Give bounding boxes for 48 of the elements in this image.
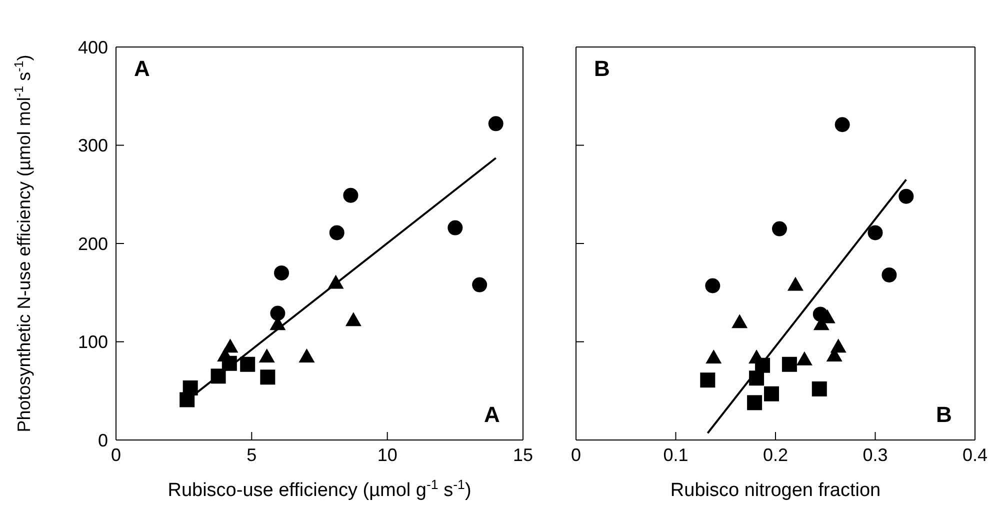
point	[298, 348, 315, 362]
point	[329, 225, 344, 240]
point	[812, 381, 827, 396]
y-tick-label: 300	[78, 136, 108, 156]
point	[705, 278, 720, 294]
point	[747, 395, 762, 410]
y-tick-label: 200	[78, 234, 108, 254]
point	[772, 221, 787, 236]
x-tick-label: 0	[110, 444, 122, 465]
point	[274, 265, 290, 280]
point	[796, 351, 812, 366]
point	[345, 312, 362, 326]
point	[782, 356, 797, 372]
x-tick-label: 0.3	[862, 444, 888, 465]
point	[787, 276, 804, 291]
x-tick-label: 0.2	[762, 444, 788, 465]
x-tick-label: 15	[512, 444, 534, 465]
x-axis-title: Rubisco nitrogen fraction	[670, 480, 881, 501]
point	[343, 188, 358, 203]
point	[898, 188, 914, 204]
x-tick-label: 10	[377, 444, 398, 465]
point	[868, 225, 883, 240]
point	[260, 370, 276, 385]
point	[732, 314, 748, 328]
point	[472, 277, 488, 292]
x-tick-label: 0.4	[962, 444, 988, 465]
y-tick-label: 400	[78, 37, 108, 58]
point	[764, 386, 780, 402]
point	[834, 117, 850, 132]
point	[180, 392, 195, 408]
y-tick-label: 100	[78, 332, 108, 352]
point	[700, 372, 716, 388]
annotation: B	[594, 56, 610, 82]
point	[488, 116, 504, 132]
annotation: A	[134, 56, 150, 82]
y-tick-label: 0	[98, 430, 108, 450]
point	[258, 348, 275, 362]
point	[270, 306, 286, 321]
annotation: A	[484, 402, 500, 428]
x-tick-label: 0.1	[663, 444, 688, 465]
point	[240, 356, 256, 372]
point	[448, 220, 463, 236]
x-axis-title: Rubisco-use efficiency (µmol g$^{-1}$ s$^{-1}$)	[168, 476, 472, 501]
x-tick-label: 5	[246, 444, 257, 465]
point	[882, 267, 897, 282]
x-tick-label: 0	[570, 444, 582, 465]
annotation: B	[936, 402, 952, 428]
point	[706, 349, 722, 364]
